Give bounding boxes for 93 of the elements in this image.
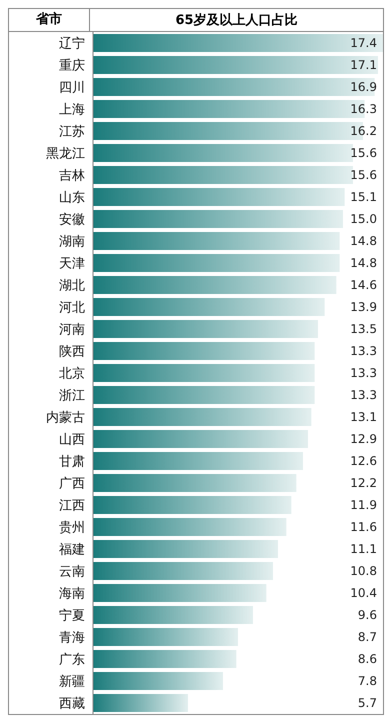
y-tick-label: 广东 (59, 652, 85, 668)
data-label: 13.5 (350, 322, 377, 336)
y-tick-label: 安徽 (59, 212, 85, 228)
y-tick-label: 云南 (59, 564, 85, 580)
data-label: 8.6 (358, 652, 377, 666)
data-label: 16.3 (350, 102, 377, 116)
y-tick-label: 天津 (59, 256, 85, 272)
y-tick-label: 福建 (59, 542, 85, 558)
y-tick-label: 宁夏 (59, 608, 85, 624)
data-label: 5.7 (358, 696, 377, 710)
bar (93, 166, 353, 184)
y-tick-label: 贵州 (59, 520, 85, 536)
bar (93, 606, 253, 624)
data-label: 17.4 (350, 36, 377, 50)
data-label: 11.9 (350, 498, 377, 512)
data-label: 14.8 (350, 256, 377, 270)
bar (93, 276, 336, 294)
y-tick-label: 甘肃 (59, 454, 85, 470)
bar (93, 342, 315, 360)
bar (93, 56, 378, 74)
bar (93, 430, 308, 448)
bar (93, 364, 315, 382)
y-tick-label: 青海 (59, 630, 85, 646)
y-tick-label: 重庆 (59, 58, 85, 74)
data-label: 7.8 (358, 674, 377, 688)
data-label: 12.9 (350, 432, 377, 446)
y-tick-label: 山东 (59, 190, 85, 206)
y-axis-title: 省市 (9, 9, 90, 31)
data-label: 12.2 (350, 476, 377, 490)
bar (93, 232, 340, 250)
bar (93, 584, 266, 602)
bar (93, 650, 236, 668)
data-label: 8.7 (358, 630, 377, 644)
data-label: 15.1 (350, 190, 377, 204)
y-tick-label: 山西 (59, 432, 85, 448)
data-label: 13.3 (350, 344, 377, 358)
bar (93, 496, 292, 514)
bar (93, 672, 223, 690)
y-tick-label: 新疆 (59, 674, 85, 690)
y-tick-label: 西藏 (59, 696, 85, 712)
bar (93, 518, 286, 536)
bar (93, 210, 343, 228)
y-tick-label: 河北 (59, 300, 85, 316)
y-tick-label: 上海 (59, 102, 85, 118)
bar (93, 34, 383, 52)
data-label: 17.1 (350, 58, 377, 72)
bar (93, 188, 345, 206)
y-tick-label: 河南 (59, 322, 85, 338)
bar (93, 540, 278, 558)
bar (93, 144, 353, 162)
bar (93, 474, 296, 492)
bar (93, 254, 340, 272)
data-label: 15.6 (350, 146, 377, 160)
bar (93, 386, 315, 404)
bar (93, 628, 238, 646)
y-tick-label: 江西 (59, 498, 85, 514)
data-label: 16.9 (350, 80, 377, 94)
data-label: 14.8 (350, 234, 377, 248)
data-label: 16.2 (350, 124, 377, 138)
y-tick-label: 湖南 (59, 234, 85, 250)
data-label: 10.8 (350, 564, 377, 578)
bar (93, 452, 303, 470)
data-label: 13.3 (350, 388, 377, 402)
bar (93, 298, 325, 316)
data-label: 14.6 (350, 278, 377, 292)
y-tick-label: 辽宁 (59, 36, 85, 52)
y-tick-label: 黑龙江 (46, 146, 85, 162)
y-tick-label: 北京 (59, 366, 85, 382)
y-tick-label: 四川 (59, 80, 85, 96)
data-label: 11.6 (350, 520, 377, 534)
bar (93, 694, 188, 712)
bar (93, 320, 318, 338)
y-tick-label: 广西 (59, 476, 85, 492)
y-tick-label: 海南 (59, 586, 85, 602)
data-label: 10.4 (350, 586, 377, 600)
y-tick-label: 江苏 (59, 124, 85, 140)
y-tick-label: 陕西 (59, 344, 85, 360)
y-tick-label: 内蒙古 (46, 410, 85, 426)
data-label: 12.6 (350, 454, 377, 468)
y-tick-label: 吉林 (59, 168, 85, 184)
data-label: 9.6 (358, 608, 377, 622)
bar (93, 78, 375, 96)
data-label: 13.9 (350, 300, 377, 314)
y-tick-label: 浙江 (59, 388, 85, 404)
chart-title: 65岁及以上人口占比 (174, 12, 299, 29)
data-label: 15.6 (350, 168, 377, 182)
data-label: 11.1 (350, 542, 377, 556)
y-tick-label: 湖北 (59, 278, 85, 294)
data-label: 15.0 (350, 212, 377, 226)
data-label: 13.1 (350, 410, 377, 424)
bar (93, 562, 273, 580)
bar (93, 408, 312, 426)
data-label: 13.3 (350, 366, 377, 380)
